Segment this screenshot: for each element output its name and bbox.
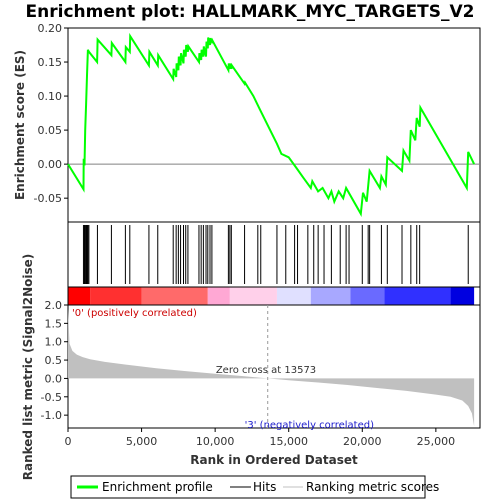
zero-cross-label: Zero cross at 13573	[216, 365, 316, 376]
es-y-axis: -0.05 0.00 0.05 0.10 0.15 0.20	[34, 22, 68, 205]
metric-panel: -1.0 -0.5 0.0 0.5 1.0 1.5 2.0 '0' (positively …	[41, 299, 481, 431]
metric-y-tick-label: -1.0	[41, 409, 62, 422]
es-y-tick-label: 0.00	[38, 158, 63, 171]
hit-markers	[82, 225, 469, 284]
es-panel: -0.05 0.00 0.05 0.10 0.15 0.20	[34, 22, 481, 223]
x-tick-label: 10,000	[196, 435, 235, 448]
legend-label-metric: Ranking metric scores	[306, 480, 439, 494]
metric-y-tick-label: 0.0	[45, 372, 63, 385]
es-y-tick-label: 0.20	[38, 22, 63, 35]
enrichment-profile-line	[67, 32, 476, 217]
x-tick-label: 0	[65, 435, 72, 448]
es-panel-frame	[67, 27, 481, 223]
x-tick-label: 20,000	[343, 435, 382, 448]
chart-title: Enrichment plot: HALLMARK_MYC_TARGETS_V2	[26, 2, 475, 22]
x-tick-label: 15,000	[269, 435, 308, 448]
heatmap-segment	[350, 287, 385, 305]
es-y-tick-label: -0.05	[34, 192, 62, 205]
metric-y-tick-label: 0.5	[45, 354, 63, 367]
heatmap-segment	[310, 287, 351, 305]
metric-y-tick-label: 2.0	[45, 299, 63, 312]
es-y-tick-label: 0.05	[38, 124, 63, 137]
metric-y-axis: -1.0 -0.5 0.0 0.5 1.0 1.5 2.0	[41, 299, 68, 422]
legend-label-hits: Hits	[253, 480, 276, 494]
rank-heatmap-bar	[67, 286, 481, 306]
metric-y-axis-label: Ranked list metric (Signal2Noise)	[21, 254, 35, 481]
ranking-metric-area	[68, 308, 475, 427]
negative-correlation-label: '3' (negatively correlated)	[245, 420, 374, 431]
es-y-axis-label: Enrichment score (ES)	[13, 50, 27, 200]
metric-y-tick-label: 1.5	[45, 317, 63, 330]
metric-y-tick-label: 1.0	[45, 336, 63, 349]
legend-label-enrichment: Enrichment profile	[102, 480, 213, 494]
x-axis: 0 5,000 10,000 15,000 20,000 25,000	[65, 428, 456, 448]
metric-y-tick-label: -0.5	[41, 391, 62, 404]
positive-correlation-label: '0' (positively correlated)	[72, 308, 197, 319]
x-tick-label: 25,000	[417, 435, 456, 448]
x-axis-label: Rank in Ordered Dataset	[190, 453, 358, 467]
heatmap-segment	[141, 287, 208, 305]
heatmap-segment	[207, 287, 230, 305]
heatmap-segment	[229, 287, 277, 305]
heatmap-segment	[68, 287, 91, 305]
es-y-tick-label: 0.10	[38, 90, 63, 103]
hits-panel	[67, 221, 481, 288]
x-tick-label: 5,000	[126, 435, 158, 448]
heatmap-segment	[276, 287, 311, 305]
heatmap-segment	[90, 287, 142, 305]
es-y-tick-label: 0.15	[38, 56, 63, 69]
heatmap-segment	[450, 287, 475, 305]
legend: Enrichment profile Hits Ranking metric s…	[70, 475, 439, 499]
heatmap-segment	[384, 287, 451, 305]
